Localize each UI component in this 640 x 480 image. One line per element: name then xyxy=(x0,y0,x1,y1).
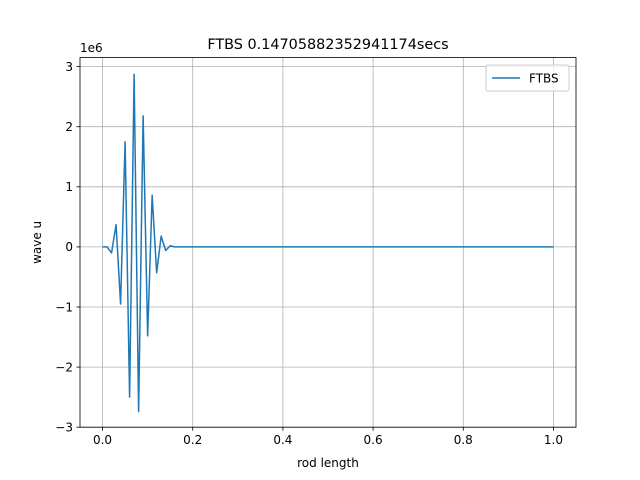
chart-title: FTBS 0.14705882352941174secs xyxy=(207,37,448,53)
series-layer xyxy=(102,73,554,413)
y-axis-label: wave u xyxy=(30,221,44,264)
y-tick-label: −3 xyxy=(55,421,73,435)
legend: FTBS xyxy=(485,64,570,92)
x-tick-label: 0.8 xyxy=(454,433,473,447)
x-tick-label: 0.4 xyxy=(273,433,292,447)
legend-label: FTBS xyxy=(529,72,559,86)
x-tick-label: 0.6 xyxy=(364,433,383,447)
y-tick-label: 2 xyxy=(65,120,73,134)
x-tick-label: 0.2 xyxy=(183,433,202,447)
x-tick-label: 0.0 xyxy=(93,433,112,447)
y-tick-label: 0 xyxy=(65,240,73,254)
y-tick-label: 1 xyxy=(65,180,73,194)
y-tick-label: −1 xyxy=(55,300,73,314)
legend-box xyxy=(485,64,570,92)
y-offset-label: 1e6 xyxy=(80,41,103,55)
x-axis-label: rod length xyxy=(297,456,359,470)
axes-frame xyxy=(79,57,577,428)
series-line-ftbs xyxy=(102,73,554,413)
y-tick-label: 3 xyxy=(65,60,73,74)
y-tick-label: −2 xyxy=(55,360,73,374)
tick-layer: 0.0 0.2 0.4 0.6 0.8 1.0 −3 −2 −1 0 1 2 3 xyxy=(55,60,563,447)
x-tick-label: 1.0 xyxy=(544,433,563,447)
